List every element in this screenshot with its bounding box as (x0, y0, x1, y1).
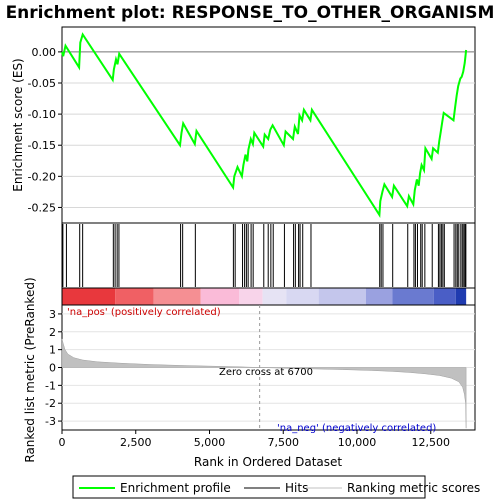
legend-label-hits: Hits (285, 481, 308, 495)
es-tick-label: -0.25 (28, 201, 56, 214)
x-tick-label: 0 (59, 436, 66, 449)
chart-title: Enrichment plot: RESPONSE_TO_OTHER_ORGAN… (6, 3, 495, 23)
es-tick-label: 0.00 (32, 46, 57, 59)
zero-cross-label: Zero cross at 6700 (219, 367, 313, 378)
x-tick-label: 10,000 (338, 436, 377, 449)
enrichment-profile-line (61, 32, 468, 218)
metric-x-ticks: 0 2,500 5,000 7,500 10,000 12,500 (59, 430, 451, 449)
heatmap-segment (239, 288, 263, 305)
metric-y-axis-label: Ranked list metric (PreRanked) (23, 277, 37, 462)
heatmap-segment (365, 288, 393, 305)
heatmap-segment (392, 288, 434, 305)
legend: Enrichment profile Hits Ranking metric s… (72, 475, 480, 499)
es-tick-label: -0.20 (28, 170, 56, 183)
x-tick-label: 12,500 (412, 436, 451, 449)
heatmap-segment (433, 288, 456, 305)
metric-tick-label: -1 (45, 379, 56, 392)
es-y-axis-label: Enrichment score (ES) (11, 58, 25, 191)
legend-label-enrichment: Enrichment profile (120, 481, 231, 495)
rank-heatmap (61, 287, 476, 306)
heatmap-segment (153, 288, 201, 305)
heatmap-segment (286, 288, 319, 305)
x-tick-label: 2,500 (120, 436, 152, 449)
heatmap-segment (318, 288, 366, 305)
hits-panel (61, 222, 476, 289)
heatmap-segment (115, 288, 154, 305)
metric-tick-label: -2 (45, 397, 56, 410)
es-tick-label: -0.05 (28, 77, 56, 90)
es-grid (62, 51, 475, 208)
x-tick-label: 5,000 (194, 436, 226, 449)
legend-label-metric: Ranking metric scores (347, 481, 480, 495)
legend-frame (72, 475, 426, 499)
es-tick-label: -0.15 (28, 139, 56, 152)
metric-tick-label: -3 (45, 415, 56, 428)
es-panel: 0.00 -0.05 -0.10 -0.15 -0.20 -0.25 Enrichment… (11, 26, 476, 224)
metric-tick-label: 1 (49, 344, 56, 357)
heatmap-segment (262, 288, 287, 305)
metric-y-ticks: 3 2 1 0 -1 -2 -3 (45, 308, 62, 428)
heatmap-segment (200, 288, 239, 305)
metric-tick-label: 2 (49, 326, 56, 339)
negative-correlation-label: 'na_neg' (negatively correlated) (277, 423, 436, 434)
x-tick-label: 7,500 (268, 436, 300, 449)
x-axis-label: Rank in Ordered Dataset (194, 455, 342, 469)
hit-markers (62, 224, 467, 287)
metric-tick-label: 3 (49, 308, 56, 321)
heatmap-segment (455, 288, 467, 305)
ranking-metric-area (61, 338, 467, 429)
es-y-ticks: 0.00 -0.05 -0.10 -0.15 -0.20 -0.25 (28, 46, 62, 214)
heatmap-segment (62, 288, 116, 305)
metric-tick-label: 0 (49, 362, 56, 375)
es-plot-area (61, 26, 476, 224)
positive-correlation-label: 'na_pos' (positively correlated) (67, 307, 221, 318)
es-tick-label: -0.10 (28, 108, 56, 121)
